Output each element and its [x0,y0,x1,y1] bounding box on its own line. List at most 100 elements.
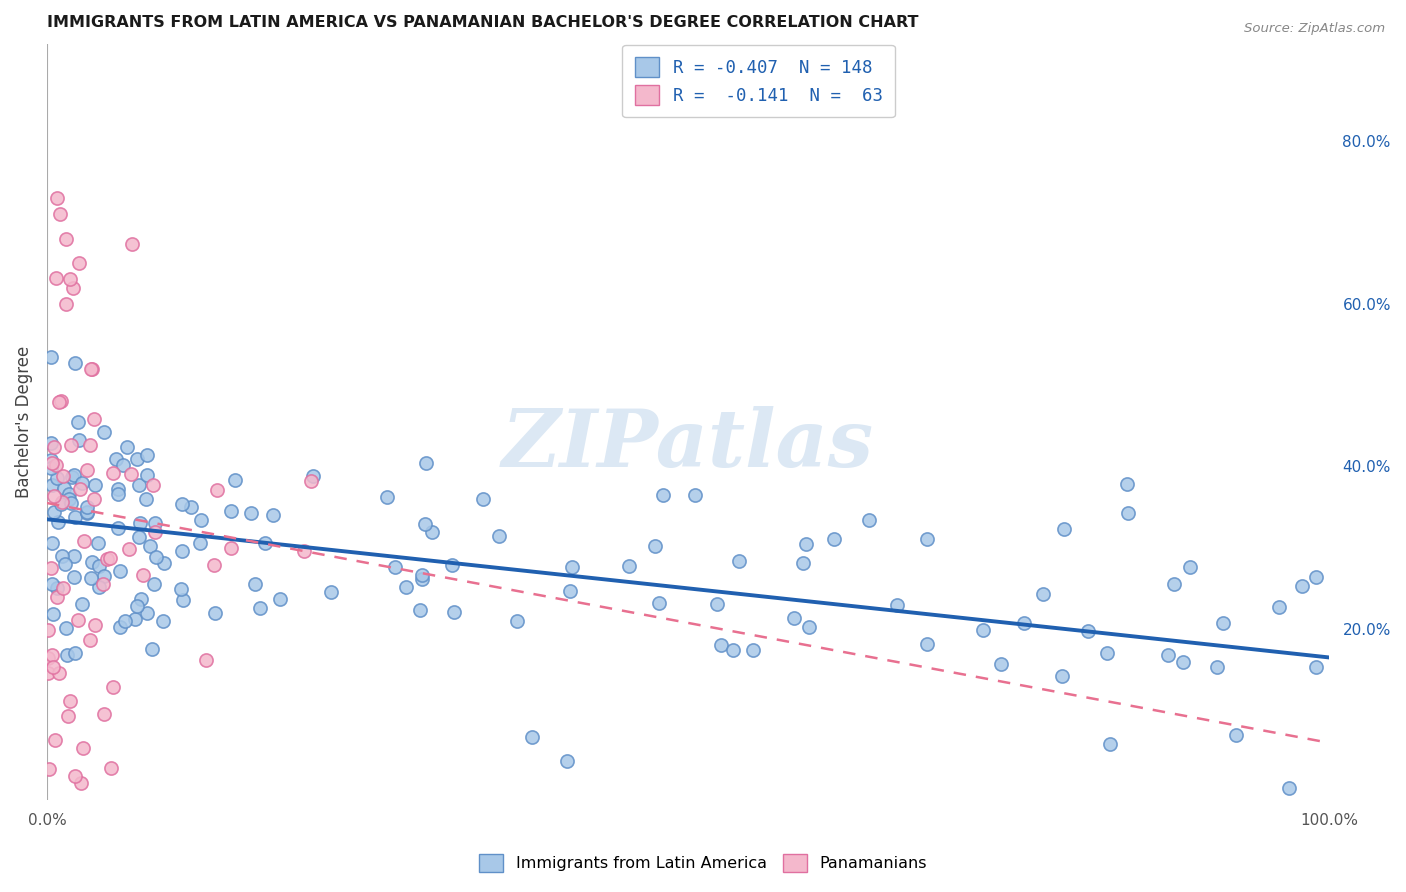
Point [87,536,110,550]
Point [1053,522,1076,536]
Point [67,415,90,429]
Point [139,540,162,554]
Point [39,460,62,475]
Point [108,620,131,634]
Point [1305,660,1327,674]
Point [644,539,666,553]
Point [63,510,86,524]
Point [1291,579,1313,593]
Point [41,576,63,591]
Point [522,731,544,745]
Y-axis label: Bachelor's Degree: Bachelor's Degree [15,345,32,498]
Point [42,607,65,622]
Point [415,516,437,531]
Point [135,468,157,483]
Point [101,680,124,694]
Point [1032,586,1054,600]
Point [44,733,66,747]
Text: IMMIGRANTS FROM LATIN AMERICA VS PANAMANIAN BACHELOR'S DEGREE CORRELATION CHART: IMMIGRANTS FROM LATIN AMERICA VS PANAMAN… [46,15,918,30]
Point [83,618,105,632]
Point [915,637,938,651]
Point [91,577,114,591]
Point [415,456,437,470]
Point [73,533,96,548]
Point [129,591,152,606]
Point [107,482,129,496]
Point [302,468,325,483]
Point [37,623,59,637]
Point [721,642,744,657]
Point [41,536,63,550]
Point [443,605,465,619]
Point [204,558,226,572]
Point [56,709,79,723]
Point [440,558,463,572]
Point [170,543,193,558]
Point [170,498,193,512]
Point [706,598,728,612]
Point [1212,615,1234,630]
Point [224,473,246,487]
Point [114,615,136,629]
Point [63,570,86,584]
Point [121,236,143,251]
Point [1157,648,1180,662]
Point [422,525,444,540]
Point [49,393,72,408]
Point [205,483,228,498]
Point [118,542,141,557]
Point [76,505,98,519]
Point [52,582,75,596]
Point [58,487,80,501]
Point [128,477,150,491]
Point [1014,615,1036,630]
Point [990,657,1012,672]
Point [69,776,91,790]
Point [180,500,202,515]
Point [93,707,115,722]
Point [823,532,845,546]
Point [120,467,142,482]
Point [60,496,83,510]
Point [1050,669,1073,683]
Point [1163,577,1185,591]
Point [141,642,163,657]
Point [80,362,103,376]
Point [96,552,118,566]
Point [648,596,671,610]
Point [142,478,165,492]
Point [488,529,510,543]
Point [742,642,765,657]
Point [886,598,908,612]
Point [55,232,77,246]
Point [124,612,146,626]
Point [83,491,105,506]
Point [70,598,93,612]
Point [56,648,79,662]
Point [1267,599,1289,614]
Point [797,620,820,634]
Point [38,762,60,776]
Point [195,653,218,667]
Point [63,647,86,661]
Point [93,568,115,582]
Point [79,632,101,647]
Text: ZIPatlas: ZIPatlas [502,406,875,483]
Point [152,615,174,629]
Point [62,280,84,294]
Point [132,568,155,582]
Point [561,560,583,574]
Point [46,515,69,529]
Point [60,438,83,452]
Point [558,583,581,598]
Point [55,557,77,571]
Point [108,564,131,578]
Point [84,477,107,491]
Point [45,458,67,472]
Point [143,516,166,530]
Point [67,433,90,447]
Point [135,448,157,462]
Point [794,537,817,551]
Point [1278,780,1301,795]
Point [190,513,212,527]
